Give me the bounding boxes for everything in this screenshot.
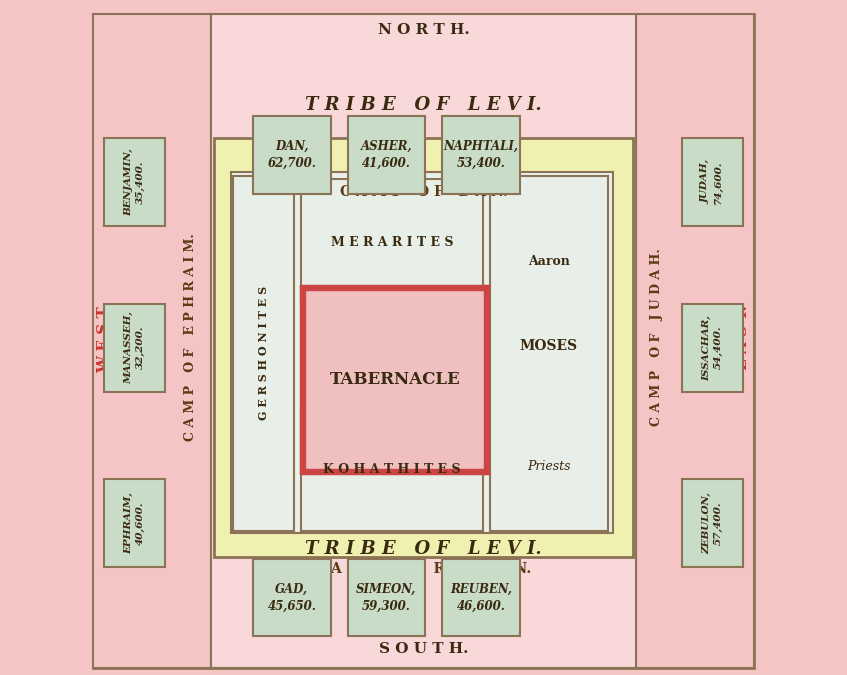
Bar: [301, 409, 483, 531]
Text: EPHRAIM,
40,600.: EPHRAIM, 40,600.: [125, 492, 145, 554]
Text: GAD,
45,650.: GAD, 45,650.: [268, 583, 316, 612]
Bar: [104, 304, 165, 392]
Text: BENJAMIN,
35,400.: BENJAMIN, 35,400.: [125, 148, 145, 216]
Text: T R I B E   O F   L E V I.: T R I B E O F L E V I.: [305, 540, 542, 558]
Bar: [253, 559, 330, 636]
Bar: [306, 290, 484, 469]
Text: REUBEN,
46,600.: REUBEN, 46,600.: [450, 583, 512, 612]
Bar: [211, 14, 636, 668]
Text: E A S T.: E A S T.: [736, 305, 750, 370]
Text: S O U T H.: S O U T H.: [379, 643, 468, 656]
Text: NAPHTALI,
53,400.: NAPHTALI, 53,400.: [443, 140, 518, 170]
Bar: [442, 116, 520, 194]
Text: MANASSEH,
32,200.: MANASSEH, 32,200.: [125, 311, 145, 384]
Text: ISSACHAR,
54,400.: ISSACHAR, 54,400.: [702, 315, 722, 381]
Text: G E R S H O N I T E S: G E R S H O N I T E S: [258, 286, 269, 421]
Text: ZEBULON,
57,400.: ZEBULON, 57,400.: [702, 492, 722, 554]
Bar: [682, 304, 743, 392]
Text: C A M P   O F   E P H R A I M.: C A M P O F E P H R A I M.: [184, 234, 197, 441]
Text: Priests: Priests: [527, 460, 571, 473]
Bar: [347, 116, 425, 194]
Bar: [233, 176, 294, 531]
Bar: [214, 138, 633, 557]
Bar: [682, 138, 743, 226]
Text: C A M P   O F   R E U B E N.: C A M P O F R E U B E N.: [315, 562, 532, 576]
Text: SIMEON,
59,300.: SIMEON, 59,300.: [357, 583, 417, 612]
Bar: [682, 479, 743, 567]
Text: Aaron: Aaron: [528, 254, 570, 268]
Text: M E R A R I T E S: M E R A R I T E S: [330, 236, 453, 250]
Bar: [93, 14, 211, 668]
Text: TABERNACLE: TABERNACLE: [329, 371, 460, 388]
Text: W E S T.: W E S T.: [97, 302, 111, 373]
Bar: [636, 14, 754, 668]
Bar: [104, 138, 165, 226]
Bar: [301, 179, 483, 307]
Bar: [231, 172, 612, 533]
Bar: [104, 479, 165, 567]
Text: ASHER,
41,600.: ASHER, 41,600.: [361, 140, 412, 170]
Bar: [302, 286, 489, 473]
Text: DAN,
62,700.: DAN, 62,700.: [268, 140, 316, 170]
Text: N O R T H.: N O R T H.: [378, 24, 469, 37]
Bar: [442, 559, 520, 636]
Text: C A M P   O F   J U D A H.: C A M P O F J U D A H.: [650, 248, 663, 427]
Text: JUDAH,
74,600.: JUDAH, 74,600.: [702, 160, 722, 205]
Bar: [490, 176, 608, 531]
Text: T R I B E   O F   L E V I.: T R I B E O F L E V I.: [305, 96, 542, 113]
Text: C A M P   O F   D A N.: C A M P O F D A N.: [340, 186, 507, 199]
Bar: [347, 559, 425, 636]
Text: K O H A T H I T E S: K O H A T H I T E S: [323, 463, 461, 477]
Text: MOSES: MOSES: [520, 340, 578, 353]
Bar: [253, 116, 330, 194]
